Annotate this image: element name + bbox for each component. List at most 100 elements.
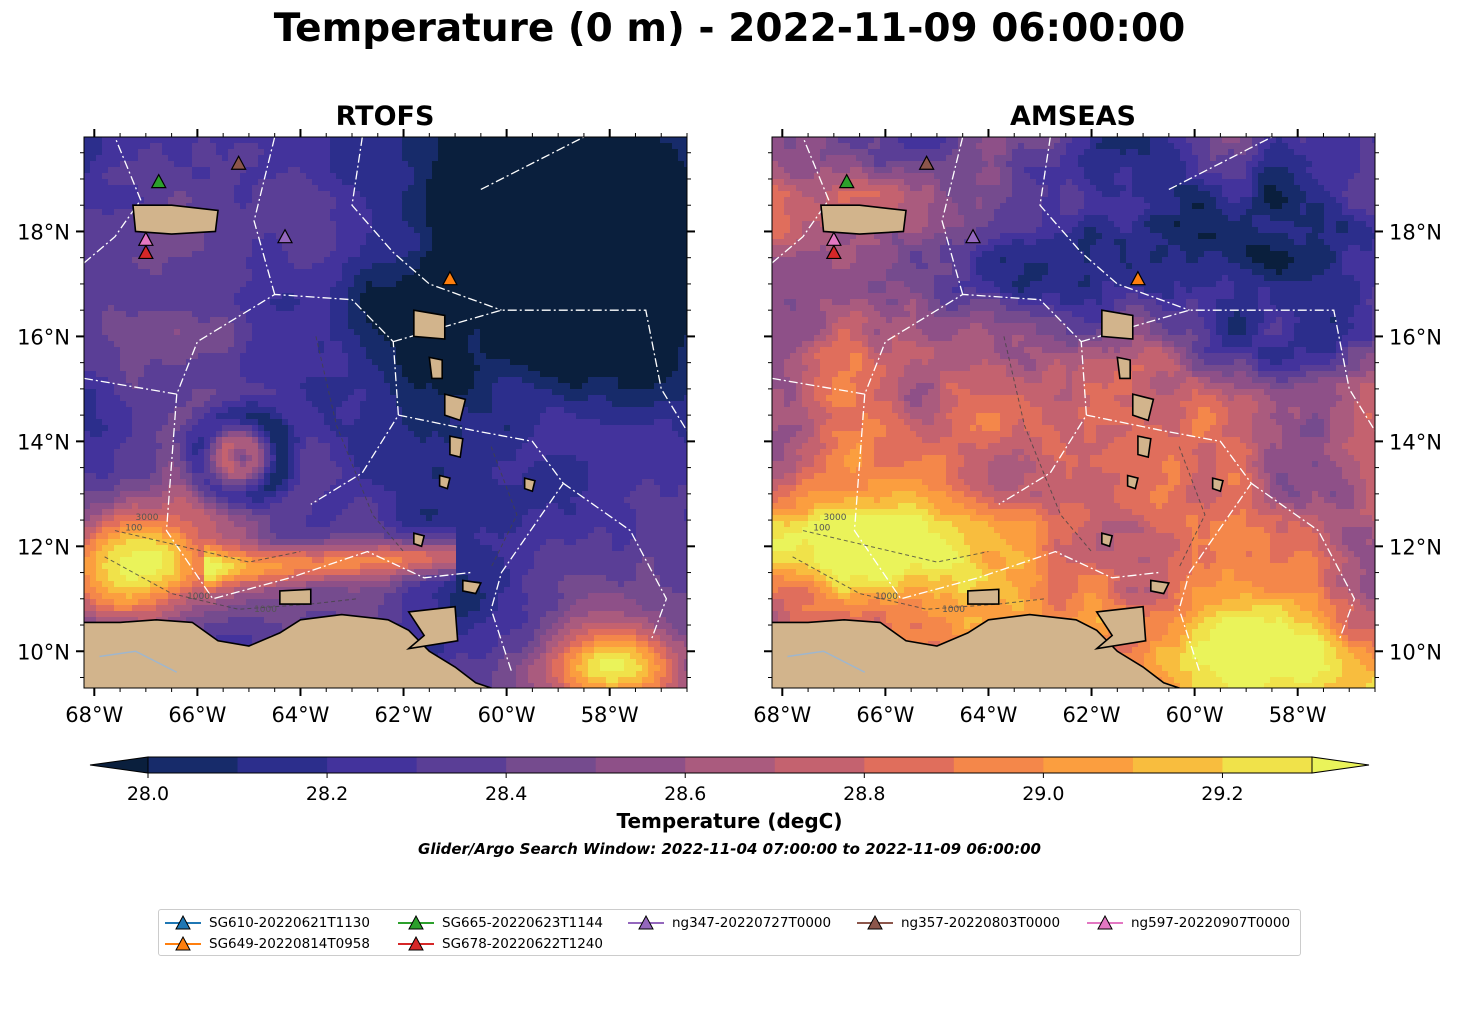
x-tick-label: 60°W (478, 703, 536, 727)
x-tick-label: 66°W (856, 703, 914, 727)
contour-label: 3000 (136, 513, 159, 523)
boundary-line (165, 394, 471, 600)
boundary-line (853, 394, 1159, 600)
colorbar-tick-label: 28.8 (843, 783, 885, 805)
contour-label: 1000 (254, 605, 277, 615)
colorbar-tick-label: 29.2 (1201, 783, 1243, 805)
legend-label: SG649-20220814T0958 (209, 936, 370, 952)
land-stlucia (1137, 435, 1152, 459)
colorbar-bin (595, 757, 686, 773)
legend-marker-icon (1087, 915, 1123, 930)
colorbar-bin (416, 757, 507, 773)
land-dominica (1116, 356, 1131, 380)
figure-title: Temperature (0 m) - 2022-11-09 06:00:00 (273, 6, 1186, 51)
legend-label: SG678-20220622T1240 (442, 936, 603, 952)
x-tick-label: 62°W (1063, 703, 1121, 727)
glider-marker (964, 228, 982, 244)
contour-label: 3000 (824, 513, 847, 523)
panel-title-amseas: AMSEAS (1010, 101, 1136, 132)
colorbar-tick-label: 29.0 (1022, 783, 1064, 805)
colorbar-bin (1132, 757, 1224, 773)
legend-label: ng357-20220803T0000 (901, 915, 1061, 931)
glider-marker (150, 173, 167, 189)
land-tobago (462, 579, 483, 595)
glider-marker (918, 154, 935, 170)
colorbar-tick-label: 28.0 (127, 783, 169, 805)
glider-marker (838, 173, 855, 189)
legend-marker-icon (628, 915, 664, 930)
colorbar-bin (953, 757, 1044, 773)
contour-label: 1000 (875, 592, 898, 602)
land-martinique (443, 393, 467, 422)
colorbar-tick-label: 28.2 (306, 783, 348, 805)
colorbar-bin (237, 757, 328, 773)
river (99, 650, 178, 673)
colorbar-bin (1043, 757, 1134, 773)
boundary-line (1081, 309, 1375, 432)
contour-label: 100 (813, 524, 830, 534)
land-stlucia (449, 435, 464, 459)
y-tick-label: 14°N (17, 430, 70, 454)
land-venezuela (772, 613, 1182, 688)
colorbar-label: Temperature (degC) (616, 809, 843, 833)
land-guadeloupe (413, 309, 446, 340)
legend-label: ng347-20220727T0000 (672, 915, 832, 931)
y-tick-label: 10°N (1389, 640, 1442, 664)
panel-title-rtofs: RTOFS (335, 101, 435, 132)
y-tick-label: 16°N (1389, 325, 1442, 349)
boundary-line (1250, 482, 1356, 641)
contour-label: 1000 (942, 605, 965, 615)
glider-marker (137, 244, 154, 260)
colorbar-bin (774, 757, 865, 773)
land-tobago (1150, 579, 1171, 595)
x-tick-label: 58°W (581, 703, 639, 727)
bathymetry-contour (1178, 446, 1206, 568)
land-barbados (523, 477, 536, 493)
land-dominica (428, 356, 443, 380)
y-tick-label: 14°N (1389, 430, 1442, 454)
boundary-line (941, 137, 964, 295)
legend-marker-icon (398, 936, 434, 951)
map-frame (771, 136, 1376, 689)
legend: SG610-20220621T1130 SG649-20220814T0958 … (158, 909, 1301, 956)
legend-label: ng597-20220907T0000 (1131, 915, 1291, 931)
land-margarita (967, 588, 1000, 605)
glider-marker (825, 244, 842, 260)
x-tick-label: 68°W (753, 703, 811, 727)
land-margarita (279, 588, 312, 605)
contour-label: 100 (125, 524, 142, 534)
legend-marker-icon (165, 915, 201, 930)
land-puertorico (132, 204, 219, 235)
colorbar-tick-label: 28.4 (485, 783, 527, 805)
x-tick-label: 64°W (271, 703, 329, 727)
temperature-field (772, 137, 1375, 688)
land-trinidad (405, 605, 459, 650)
boundary-line (84, 293, 400, 505)
colorbar-frame (147, 756, 1313, 774)
legend-marker-icon (398, 915, 434, 930)
x-tick-label: 62°W (375, 703, 433, 727)
x-tick-label: 68°W (65, 703, 123, 727)
colorbar-bin (148, 757, 239, 773)
land-barbados (1211, 477, 1224, 493)
y-tick-label: 16°N (17, 325, 70, 349)
glider-marker (276, 228, 294, 244)
legend-label: SG665-20220623T1144 (442, 915, 603, 931)
land-puertorico (820, 204, 907, 235)
land-venezuela (84, 613, 494, 688)
y-tick-label: 18°N (17, 220, 70, 244)
land-stvincent (438, 474, 451, 490)
search-window-subtitle: Glider/Argo Search Window: 2022-11-04 07… (418, 840, 1041, 858)
x-tick-label: 60°W (1166, 703, 1224, 727)
x-tick-label: 66°W (168, 703, 226, 727)
glider-marker (230, 154, 247, 170)
river (787, 650, 866, 673)
legend-label: SG610-20220621T1130 (209, 915, 370, 931)
boundary-line (772, 293, 1088, 505)
y-tick-label: 12°N (17, 535, 70, 559)
land-trinidad (1093, 605, 1147, 650)
boundary-line (1039, 137, 1190, 311)
